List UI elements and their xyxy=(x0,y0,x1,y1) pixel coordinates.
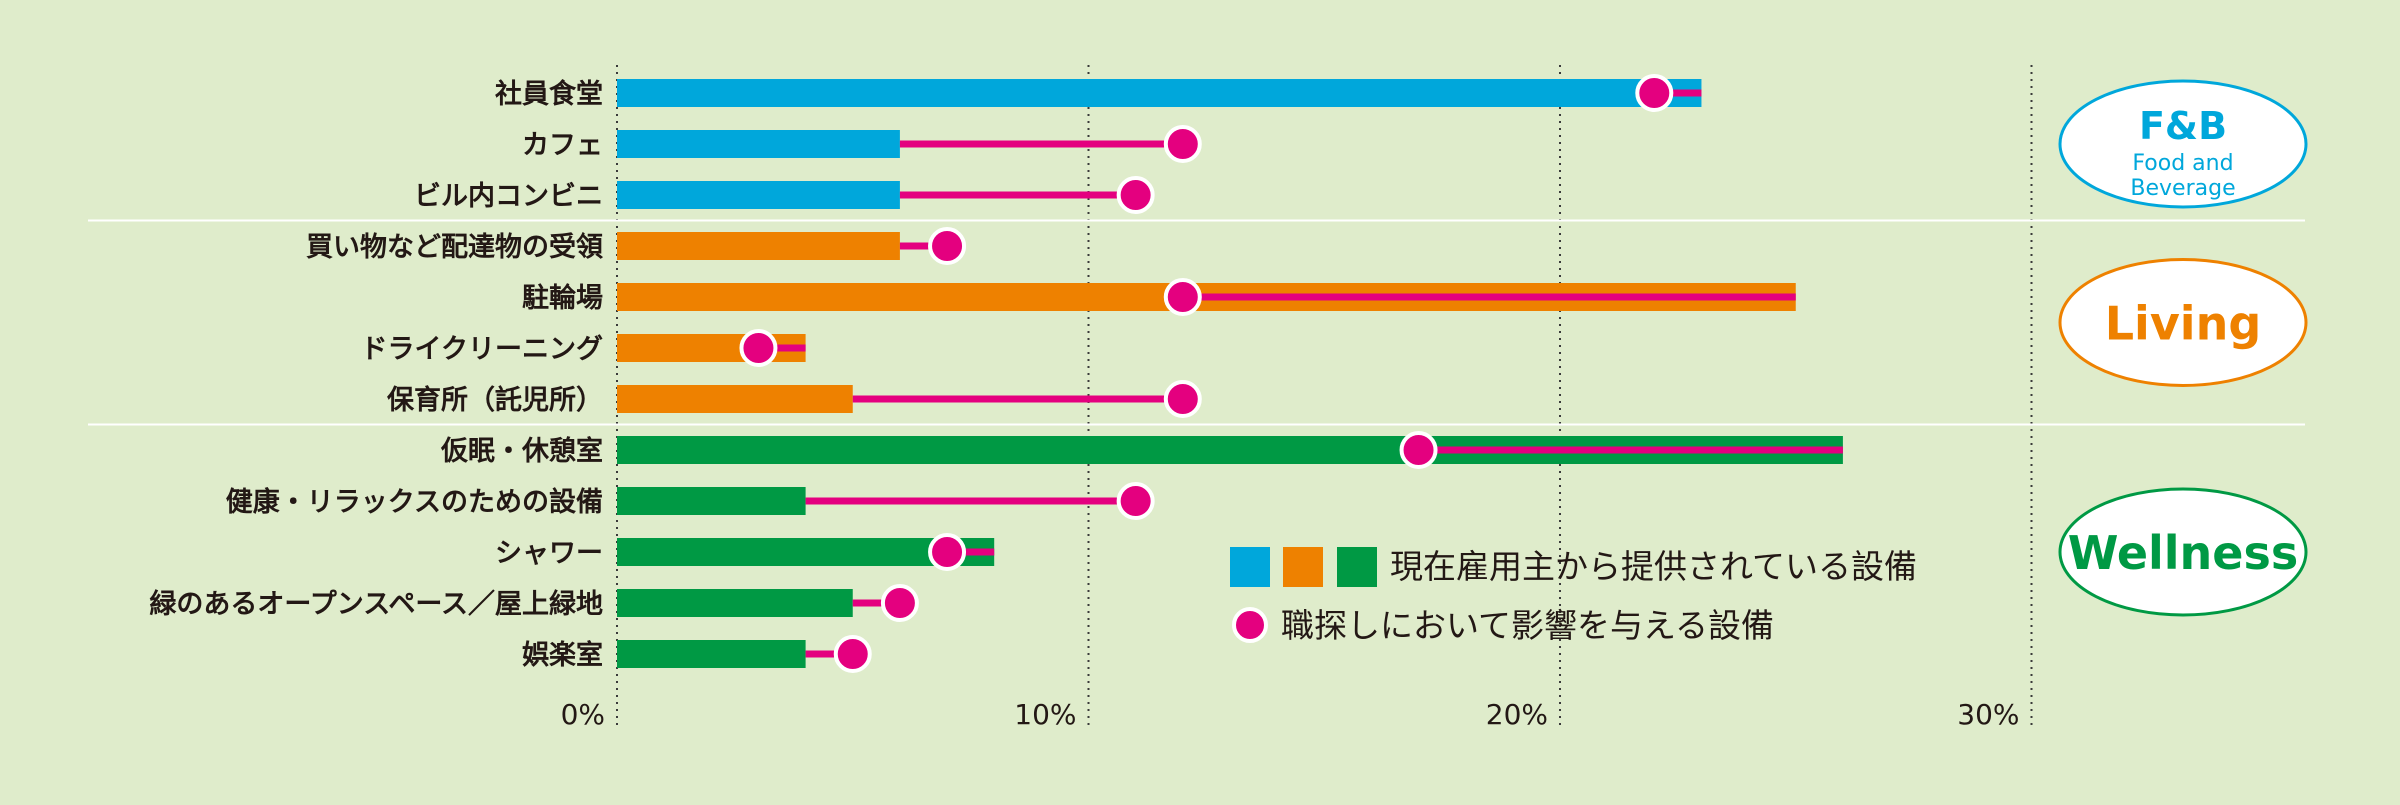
connector-line xyxy=(758,344,806,352)
connector-line xyxy=(1418,446,1843,454)
connector-line xyxy=(899,140,1183,148)
x-tick-label: 10% xyxy=(1014,698,1076,731)
dot-marker xyxy=(1163,125,1202,163)
connector-line xyxy=(947,548,995,556)
category-label: 駐輪場 xyxy=(522,282,603,314)
category-label: 娯楽室 xyxy=(522,639,603,671)
connector-line xyxy=(852,395,1183,403)
connector-line xyxy=(805,497,1136,505)
bar xyxy=(617,487,806,515)
category-label: 保育所（託児所） xyxy=(386,384,603,416)
connector-line xyxy=(1182,293,1796,301)
bar xyxy=(617,130,900,158)
bar xyxy=(617,589,853,617)
bar xyxy=(617,385,853,413)
group-badge-title: Wellness xyxy=(2068,526,2299,580)
category-label: ドライクリーニング xyxy=(361,333,603,365)
category-label: 社員食堂 xyxy=(495,78,603,110)
category-label: シャワー xyxy=(495,538,603,569)
connector-line xyxy=(899,242,948,250)
group-badge-subtitle: Food and xyxy=(2132,151,2233,176)
dot-marker xyxy=(1635,74,1674,112)
legend-swatch-wellness xyxy=(1337,547,1377,587)
group-badge-title: F&B xyxy=(2139,104,2227,148)
category-label: 買い物など配達物の受領 xyxy=(306,231,603,263)
connector-line xyxy=(805,650,853,658)
group-badge-fb xyxy=(2058,79,2308,209)
legend-swatch-living xyxy=(1283,547,1323,587)
dot-marker xyxy=(1163,380,1202,418)
category-label: 健康・リラックスのための設備 xyxy=(226,486,603,518)
bar xyxy=(617,79,1702,107)
group-separators xyxy=(88,219,2305,426)
tick-labels: 0% 10% 20% 30% xyxy=(561,698,2020,731)
dot-marker xyxy=(833,635,872,673)
dot-marker xyxy=(928,227,967,265)
connector-line xyxy=(852,599,900,607)
legend-dot-icon xyxy=(1232,607,1268,643)
category-label: 緑のあるオープンスペース／屋上緑地 xyxy=(149,588,603,620)
group-badge-living xyxy=(2058,258,2308,387)
legend-label-provided: 現在雇用主から提供されている設備 xyxy=(1390,547,1917,586)
connector-line xyxy=(1654,89,1702,97)
dot-marker xyxy=(1116,482,1155,520)
group-badge-wellness xyxy=(2058,487,2308,617)
group-badge-subtitle: Beverage xyxy=(2130,176,2235,201)
gridlines xyxy=(616,65,2033,730)
x-tick-label: 20% xyxy=(1486,698,1548,731)
legend: 現在雇用主から提供されている設備 職探しにおいて影響を与える設備 xyxy=(1230,547,1917,645)
dot-marker xyxy=(1163,278,1202,316)
dot-marker xyxy=(880,584,919,622)
category-label: ビル内コンビニ xyxy=(414,181,603,212)
group-badge-title: Living xyxy=(2105,297,2262,351)
category-labels: 社員食堂カフェビル内コンビニ買い物など配達物の受領駐輪場ドライクリーニング保育所… xyxy=(149,78,603,671)
connector-line xyxy=(899,191,1136,199)
dots xyxy=(739,74,1674,673)
bar xyxy=(617,640,806,668)
category-label: カフェ xyxy=(522,130,603,161)
x-tick-label: 0% xyxy=(561,698,605,731)
dot-marker xyxy=(1399,431,1438,469)
bar xyxy=(617,181,900,209)
dot-marker xyxy=(739,329,778,367)
legend-label-influence: 職探しにおいて影響を与える設備 xyxy=(1281,606,1774,645)
bar xyxy=(617,232,900,260)
x-tick-label: 30% xyxy=(1957,698,2019,731)
category-label: 仮眠・休憩室 xyxy=(440,435,603,467)
legend-swatch-fnb xyxy=(1230,547,1270,587)
dot-marker xyxy=(1116,176,1155,214)
dot-marker xyxy=(928,533,967,571)
